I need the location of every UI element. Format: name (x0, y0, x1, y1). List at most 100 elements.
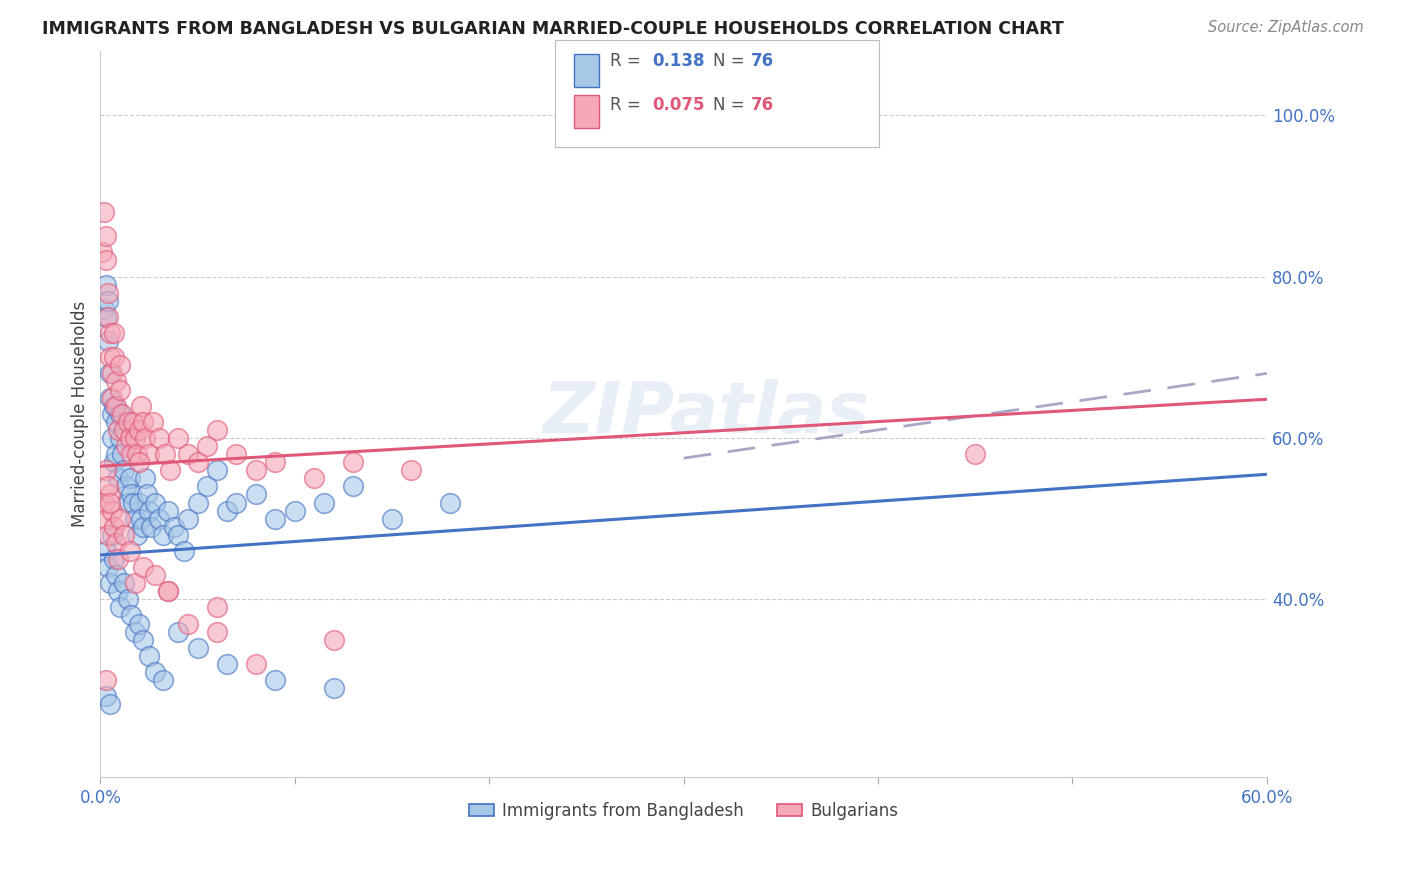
Point (108, 359, 131, 373)
Point (103, 326, 125, 340)
Point (127, 528, 149, 542)
Point (103, 552, 125, 566)
Point (98, 487, 121, 501)
Point (96, 689, 118, 703)
Point (98, 391, 121, 405)
Point (96, 229, 118, 244)
Text: R =: R = (610, 52, 647, 70)
Point (128, 423, 150, 437)
Point (205, 600, 228, 615)
Point (118, 471, 141, 485)
Point (159, 463, 181, 477)
Text: Source: ZipAtlas.com: Source: ZipAtlas.com (1208, 20, 1364, 35)
Point (96, 463, 118, 477)
Point (111, 407, 134, 421)
Point (322, 632, 344, 647)
Point (124, 431, 146, 445)
Point (97, 293, 120, 308)
Point (107, 584, 129, 599)
Point (97, 560, 120, 574)
Point (322, 681, 344, 695)
Point (122, 495, 145, 509)
Point (132, 520, 155, 534)
Point (264, 455, 287, 469)
Point (112, 576, 135, 591)
Point (108, 431, 131, 445)
Point (103, 455, 125, 469)
Point (139, 520, 162, 534)
Point (101, 528, 124, 542)
Text: ZIPatlas: ZIPatlas (543, 379, 870, 449)
Point (342, 455, 364, 469)
Point (96, 544, 118, 558)
Point (205, 624, 228, 639)
Point (177, 447, 200, 461)
Point (245, 657, 267, 671)
Point (96, 673, 118, 687)
Point (124, 511, 146, 525)
Point (104, 399, 127, 413)
Point (128, 616, 150, 631)
Point (98, 326, 121, 340)
Point (118, 544, 141, 558)
Point (112, 528, 135, 542)
Point (101, 431, 124, 445)
Point (108, 511, 131, 525)
Point (138, 503, 160, 517)
Point (97, 528, 120, 542)
Point (104, 415, 127, 429)
Point (163, 520, 186, 534)
Point (127, 447, 149, 461)
Point (129, 399, 152, 413)
Point (101, 407, 124, 421)
Point (215, 657, 238, 671)
Point (107, 423, 129, 437)
Text: 76: 76 (751, 96, 773, 114)
Point (225, 447, 247, 461)
Point (101, 367, 124, 381)
Point (132, 415, 155, 429)
Point (120, 487, 142, 501)
Point (177, 616, 200, 631)
Point (107, 552, 129, 566)
Point (132, 632, 155, 647)
Point (187, 495, 209, 509)
Text: IMMIGRANTS FROM BANGLADESH VS BULGARIAN MARRIED-COUPLE HOUSEHOLDS CORRELATION CH: IMMIGRANTS FROM BANGLADESH VS BULGARIAN … (42, 20, 1064, 37)
Point (167, 528, 190, 542)
Point (195, 439, 218, 453)
Point (124, 576, 146, 591)
Point (108, 407, 131, 421)
Point (143, 665, 166, 679)
Point (117, 592, 139, 607)
Point (101, 503, 124, 517)
Point (103, 399, 125, 413)
Point (104, 447, 127, 461)
Point (143, 568, 166, 582)
Point (108, 600, 131, 615)
Point (93, 495, 115, 509)
Point (96, 310, 118, 324)
Point (173, 544, 195, 558)
Point (114, 479, 136, 493)
Point (91, 245, 114, 260)
Point (157, 584, 180, 599)
Point (104, 375, 127, 389)
Point (177, 511, 200, 525)
Point (245, 463, 267, 477)
Point (96, 511, 118, 525)
Point (111, 447, 134, 461)
Point (439, 495, 461, 509)
Point (143, 495, 166, 509)
Point (93, 205, 115, 219)
Text: N =: N = (713, 52, 749, 70)
Point (112, 423, 135, 437)
Point (225, 495, 247, 509)
Point (96, 277, 118, 292)
Point (401, 463, 423, 477)
Point (381, 511, 404, 525)
Point (187, 640, 209, 655)
Point (128, 455, 150, 469)
Point (101, 391, 124, 405)
Point (98, 351, 121, 365)
Point (98, 576, 121, 591)
